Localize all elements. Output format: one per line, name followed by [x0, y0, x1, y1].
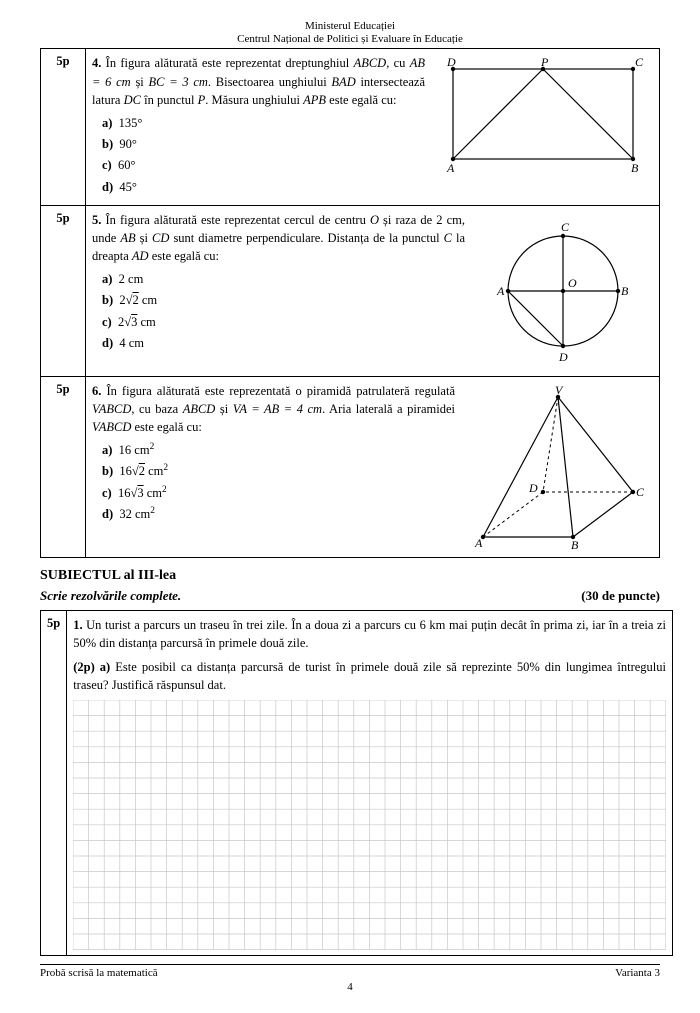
q4-cell: D P C A B 4. În figura alăturată este re…: [86, 49, 660, 205]
svg-text:A: A: [496, 284, 505, 298]
page-number: 4: [40, 981, 660, 993]
svg-text:A: A: [474, 536, 483, 550]
q6-svg: V A B C D: [463, 382, 653, 552]
s3q1-text: 1. Un turist a parcurs un traseu în trei…: [73, 616, 666, 652]
svg-text:C: C: [635, 55, 644, 69]
q5-row: 5p A B C D O: [41, 205, 660, 376]
svg-text:B: B: [631, 161, 639, 175]
q6-points: 5p: [41, 376, 86, 557]
footer-left: Probă scrisă la matematică: [40, 967, 158, 979]
svg-text:B: B: [571, 538, 579, 552]
exam-page: Ministerul Educației Centrul Național de…: [0, 0, 700, 1013]
q5-figure: A B C D O: [473, 211, 653, 371]
svg-text:B: B: [621, 284, 629, 298]
q4-row: 5p D P C A B: [41, 49, 660, 205]
s3q1-row: 5p 1. Un turist a parcurs un traseu în t…: [41, 610, 673, 955]
q4-svg: D P C A B: [433, 54, 653, 184]
svg-text:D: D: [558, 350, 568, 364]
svg-text:O: O: [568, 276, 577, 290]
questions-table: 5p D P C A B: [40, 48, 660, 557]
svg-text:D: D: [528, 481, 538, 495]
svg-text:P: P: [540, 55, 549, 69]
footer-row: Probă scrisă la matematică Varianta 3: [40, 967, 660, 979]
section3-instr-row: Scrie rezolvările complete. (30 de punct…: [40, 588, 660, 604]
q5-cell: A B C D O 5. În figura alăturată este re…: [86, 205, 660, 376]
section3-title: SUBIECTUL al III-lea: [40, 568, 660, 584]
footer-rule: [40, 964, 660, 965]
q4-points: 5p: [41, 49, 86, 205]
section3-table: 5p 1. Un turist a parcurs un traseu în t…: [40, 610, 673, 956]
q6-cell: V A B C D 6. În figura alăturată este re…: [86, 376, 660, 557]
s3q1-points: 5p: [41, 610, 67, 955]
q6-figure: V A B C D: [463, 382, 653, 552]
q4-figure: D P C A B: [433, 54, 653, 184]
section3-points: (30 de puncte): [581, 588, 660, 604]
answer-grid: [73, 700, 666, 950]
svg-text:C: C: [636, 485, 645, 499]
q5-svg: A B C D O: [473, 211, 653, 371]
page-header: Ministerul Educației Centrul Național de…: [40, 20, 660, 46]
header-line1: Ministerul Educației: [40, 20, 660, 33]
answer-grid-svg: [73, 700, 666, 950]
q5-points: 5p: [41, 205, 86, 376]
s3q1-part-a: (2p) a) Este posibil ca distanța parcurs…: [73, 658, 666, 694]
s3q1-cell: 1. Un turist a parcurs un traseu în trei…: [67, 610, 673, 955]
svg-text:D: D: [446, 55, 456, 69]
header-line2: Centrul Național de Politici și Evaluare…: [40, 33, 660, 46]
svg-text:V: V: [555, 383, 564, 397]
svg-text:C: C: [561, 220, 570, 234]
svg-text:A: A: [446, 161, 455, 175]
footer-right: Varianta 3: [615, 967, 660, 979]
section3-instr: Scrie rezolvările complete.: [40, 588, 181, 604]
q6-row: 5p: [41, 376, 660, 557]
